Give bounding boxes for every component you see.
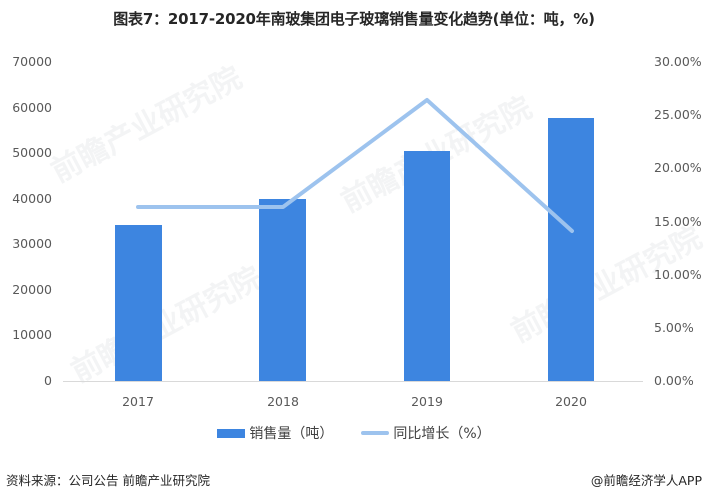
legend-item-growth: 同比增长（%） bbox=[361, 423, 491, 443]
right-tick: 10.00% bbox=[654, 267, 702, 282]
x-tick: 2019 bbox=[411, 394, 443, 409]
bar-swatch-icon bbox=[217, 428, 246, 438]
right-tick: 5.00% bbox=[654, 320, 694, 335]
right-tick: 15.00% bbox=[654, 214, 702, 229]
legend: 销售量（吨） 同比增长（%） bbox=[0, 423, 708, 443]
left-tick: 10000 bbox=[12, 327, 52, 342]
right-tick: 25.00% bbox=[654, 107, 702, 122]
left-tick: 40000 bbox=[12, 191, 52, 206]
x-tick: 2017 bbox=[122, 394, 154, 409]
legend-label: 销售量（吨） bbox=[249, 426, 334, 442]
left-tick: 0 bbox=[44, 373, 52, 388]
left-tick: 30000 bbox=[12, 236, 52, 251]
bar-2017 bbox=[115, 225, 162, 381]
right-tick: 30.00% bbox=[654, 54, 702, 69]
chart-title: 图表7：2017-2020年南玻集团电子玻璃销售量变化趋势(单位：吨，%) bbox=[113, 10, 595, 28]
legend-label: 同比增长（%） bbox=[393, 426, 491, 442]
x-tick: 2020 bbox=[555, 394, 587, 409]
left-tick: 60000 bbox=[12, 100, 52, 115]
x-axis-line bbox=[63, 381, 643, 382]
bar-2020 bbox=[548, 118, 594, 381]
x-tick: 2018 bbox=[267, 394, 299, 409]
right-tick: 0.00% bbox=[654, 373, 694, 388]
bar-2018 bbox=[259, 199, 306, 381]
source-note: 资料来源：公司公告 前瞻产业研究院 bbox=[6, 473, 210, 488]
credit-note: @前瞻经济学人APP bbox=[590, 473, 702, 488]
left-tick: 50000 bbox=[12, 145, 52, 160]
left-tick: 20000 bbox=[12, 282, 52, 297]
bar-2019 bbox=[404, 151, 450, 381]
line-swatch-icon bbox=[361, 431, 390, 435]
right-tick: 20.00% bbox=[654, 160, 702, 175]
legend-item-sales: 销售量（吨） bbox=[217, 423, 333, 443]
left-tick: 70000 bbox=[12, 54, 52, 69]
